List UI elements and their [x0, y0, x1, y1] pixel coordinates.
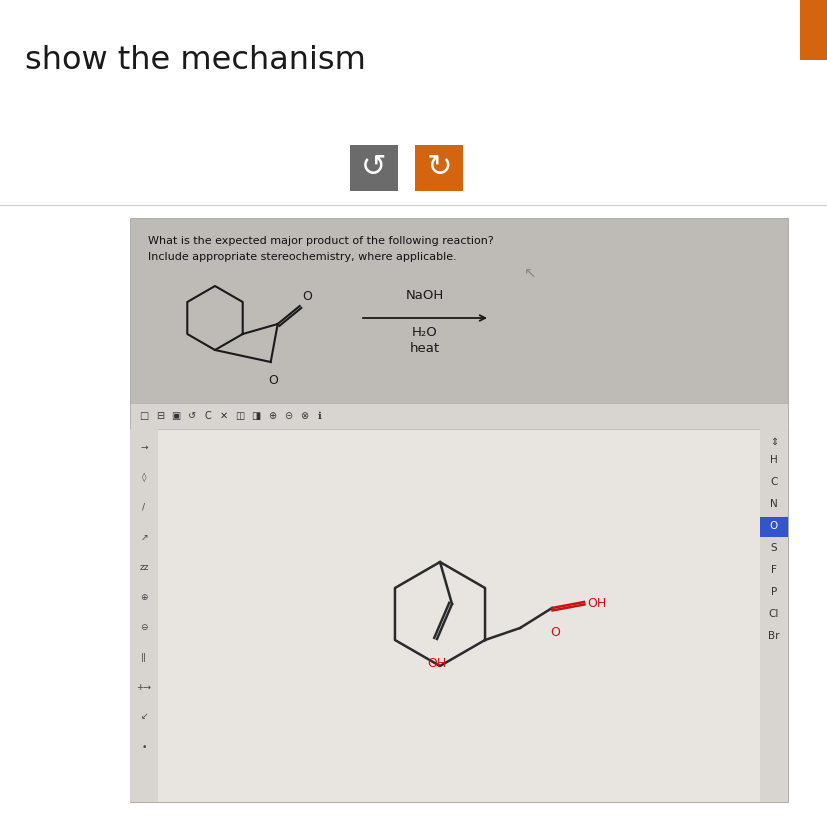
- Bar: [759, 429, 787, 802]
- Text: ⇕: ⇕: [769, 437, 777, 447]
- Text: /: /: [142, 502, 146, 511]
- Text: zz: zz: [139, 562, 149, 571]
- Text: H: H: [769, 455, 777, 465]
- Text: ↺: ↺: [361, 154, 386, 182]
- Text: O: O: [267, 374, 277, 387]
- Text: OH: OH: [586, 597, 605, 609]
- Bar: [799, 0, 827, 60]
- Text: ⊝: ⊝: [284, 411, 292, 421]
- Bar: [759, 517, 787, 537]
- Text: What is the expected major product of the following reaction?: What is the expected major product of th…: [148, 236, 493, 246]
- Text: H₂O: H₂O: [412, 326, 437, 339]
- Text: Cl: Cl: [768, 609, 778, 619]
- Text: ◨: ◨: [251, 411, 261, 421]
- Text: ◫: ◫: [235, 411, 244, 421]
- Text: C: C: [769, 477, 777, 487]
- Text: O: O: [549, 626, 559, 639]
- Text: Br: Br: [767, 631, 779, 641]
- Text: heat: heat: [409, 342, 439, 355]
- Text: ↙: ↙: [140, 713, 147, 722]
- Text: •: •: [141, 742, 146, 751]
- Text: →: →: [140, 442, 147, 451]
- Text: ⊕: ⊕: [140, 593, 147, 602]
- Text: ↺: ↺: [188, 411, 196, 421]
- Bar: [130, 403, 787, 429]
- Text: O: O: [303, 290, 313, 303]
- Text: ⊖: ⊖: [140, 622, 147, 631]
- Text: □: □: [139, 411, 148, 421]
- Text: C: C: [204, 411, 211, 421]
- Text: ↻: ↻: [426, 154, 452, 182]
- Text: N: N: [769, 499, 777, 509]
- Bar: [414, 145, 462, 191]
- Text: ↗: ↗: [140, 533, 147, 542]
- Text: ⊗: ⊗: [299, 411, 308, 421]
- Text: show the mechanism: show the mechanism: [25, 45, 366, 76]
- Text: NaOH: NaOH: [405, 289, 443, 302]
- Bar: [130, 429, 787, 802]
- Text: S: S: [770, 543, 777, 553]
- Bar: [350, 145, 398, 191]
- Text: ||: ||: [141, 653, 147, 662]
- Text: ⊟: ⊟: [155, 411, 164, 421]
- Text: ↖: ↖: [523, 266, 536, 280]
- Text: +→: +→: [136, 682, 151, 691]
- Bar: [130, 218, 787, 802]
- Text: ◊: ◊: [141, 473, 146, 482]
- Text: ✕: ✕: [220, 411, 227, 421]
- Text: ▣: ▣: [171, 411, 180, 421]
- Text: OH: OH: [427, 657, 446, 670]
- Text: P: P: [770, 587, 777, 597]
- Text: Include appropriate stereochemistry, where applicable.: Include appropriate stereochemistry, whe…: [148, 252, 457, 262]
- Text: ℹ: ℹ: [318, 411, 322, 421]
- Text: ⊕: ⊕: [268, 411, 275, 421]
- Text: O: O: [769, 521, 777, 531]
- Text: O: O: [769, 521, 777, 531]
- Bar: [130, 429, 158, 802]
- Text: F: F: [770, 565, 776, 575]
